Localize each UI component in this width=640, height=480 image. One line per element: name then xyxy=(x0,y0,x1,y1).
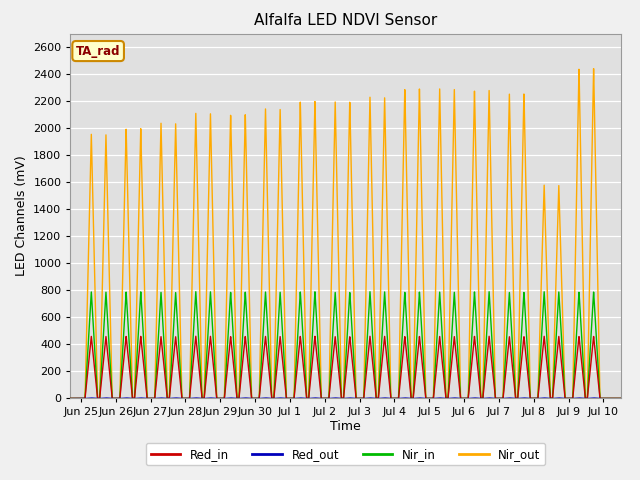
Legend: Red_in, Red_out, Nir_in, Nir_out: Red_in, Red_out, Nir_in, Nir_out xyxy=(146,443,545,466)
Title: Alfalfa LED NDVI Sensor: Alfalfa LED NDVI Sensor xyxy=(254,13,437,28)
X-axis label: Time: Time xyxy=(330,420,361,433)
Text: TA_rad: TA_rad xyxy=(76,45,120,58)
Y-axis label: LED Channels (mV): LED Channels (mV) xyxy=(15,156,28,276)
